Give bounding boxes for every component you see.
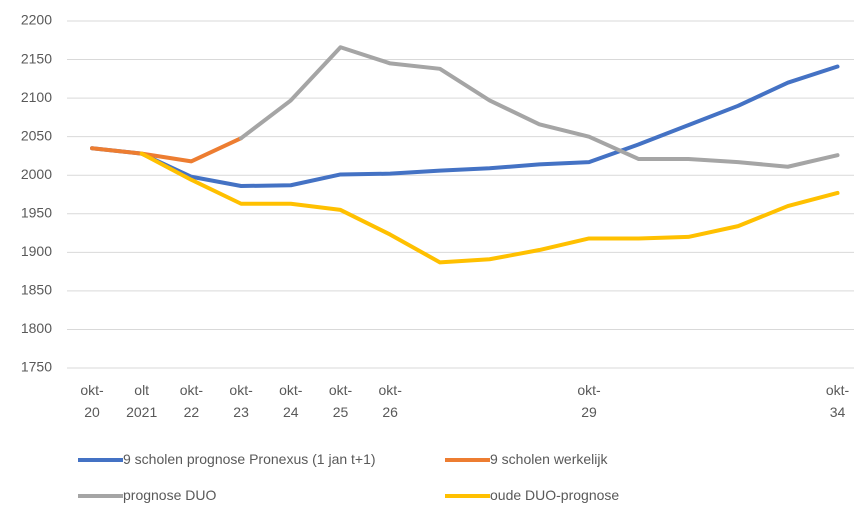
- y-tick-label: 2200: [21, 12, 52, 28]
- series-line: [90, 136, 244, 164]
- y-tick-label: 1900: [21, 243, 52, 259]
- y-tick-label: 2050: [21, 127, 52, 143]
- y-tick-label: 1850: [21, 282, 52, 298]
- x-tick-label: okt- 25: [328, 382, 353, 420]
- x-tick-label: okt- 20: [80, 382, 104, 420]
- x-tick-label: okt- 29: [577, 382, 601, 420]
- legend-label: prognose DUO: [123, 487, 217, 503]
- y-tick-label: 2150: [21, 50, 52, 66]
- y-tick-label: 1750: [21, 359, 52, 375]
- series-line: [90, 64, 840, 189]
- x-tick-label: okt- 24: [279, 382, 303, 420]
- legend-label: 9 scholen werkelijk: [490, 451, 608, 467]
- legend-label: 9 scholen prognose Pronexus (1 jan t+1): [123, 451, 376, 467]
- x-tick-label: olt 2021: [126, 382, 158, 420]
- y-tick-label: 2100: [21, 89, 52, 105]
- y-tick-label: 1950: [21, 204, 52, 220]
- x-tick-label: okt- 23: [229, 382, 253, 420]
- legend-label: oude DUO-prognose: [490, 487, 620, 503]
- x-tick-label: okt- 26: [378, 382, 402, 420]
- series-line: [139, 151, 840, 265]
- y-tick-label: 2000: [21, 166, 52, 182]
- y-tick-label: 1800: [21, 320, 52, 336]
- x-tick-label: okt- 34: [825, 382, 850, 420]
- series-line: [239, 45, 840, 169]
- x-tick-label: okt- 22: [179, 382, 204, 420]
